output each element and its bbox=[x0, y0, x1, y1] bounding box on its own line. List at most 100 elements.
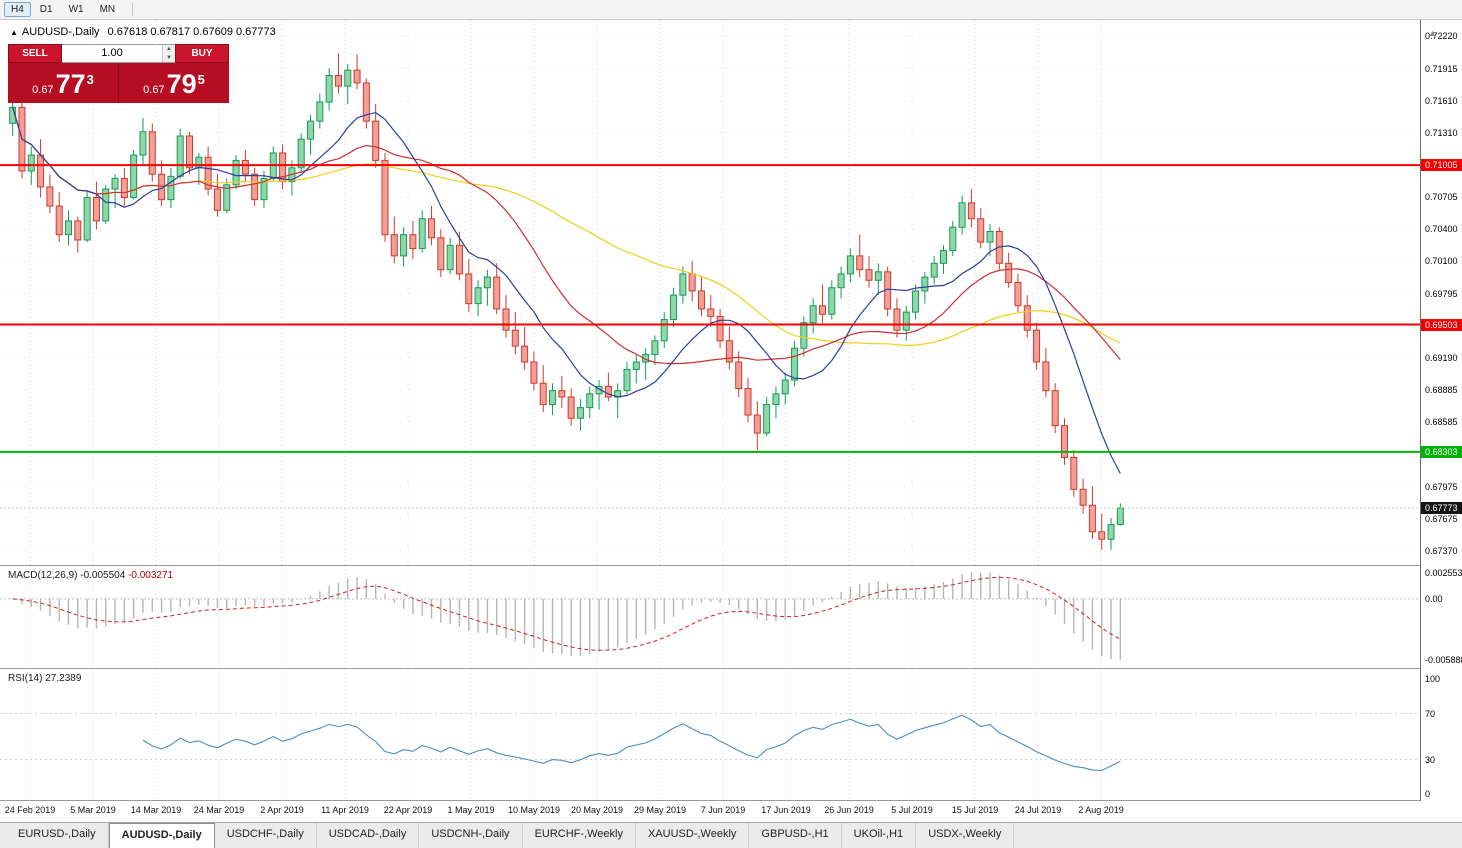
price-tick: 0.68303 bbox=[1421, 446, 1462, 458]
rsi-indicator-pane[interactable] bbox=[0, 669, 1420, 800]
date-label: 1 May 2019 bbox=[447, 805, 495, 815]
macd-signal-line bbox=[12, 576, 1121, 651]
sell-price-prefix: 0.67 bbox=[32, 84, 54, 96]
chart-tab-eurchf-weekly[interactable]: EURCHF-,Weekly bbox=[523, 823, 636, 848]
chart-tab-audusd-daily[interactable]: AUDUSD-,Daily bbox=[108, 823, 215, 848]
pane-separator[interactable] bbox=[0, 800, 1462, 801]
date-label: 2 Apr 2019 bbox=[260, 805, 304, 815]
sell-price-big: 77 bbox=[55, 69, 86, 99]
price-tick: 0.71610 bbox=[1425, 96, 1458, 106]
timeframe-button-w1[interactable]: W1 bbox=[62, 2, 91, 17]
price-tick: 0.68885 bbox=[1425, 385, 1458, 395]
date-label: 22 Apr 2019 bbox=[383, 805, 433, 815]
chart-tab-usdchf-daily[interactable]: USDCHF-,Daily bbox=[215, 823, 317, 848]
current-price-label: 0.67773 bbox=[1421, 502, 1462, 514]
volume-stepper[interactable]: 1.00 ▲ ▼ bbox=[62, 44, 175, 63]
date-label: 20 May 2019 bbox=[570, 805, 624, 815]
buy-price-pipette: 5 bbox=[197, 72, 205, 87]
chart-title: ▲ AUDUSD-,Daily 0.67618 0.67817 0.67609 0.… bbox=[10, 26, 276, 38]
moving-average-10 bbox=[12, 107, 1121, 474]
collapse-trade-panel-icon[interactable]: ▲ bbox=[10, 28, 18, 37]
volume-down-icon[interactable]: ▼ bbox=[163, 53, 175, 62]
price-tick: 0.69503 bbox=[1421, 319, 1462, 331]
vertical-gridlines bbox=[29, 669, 1102, 800]
price-tick: 0.70400 bbox=[1425, 224, 1458, 234]
sell-button[interactable]: SELL bbox=[8, 44, 62, 63]
rsi-axis-tick: 30 bbox=[1425, 755, 1436, 765]
symbol-name: AUDUSD-,Daily bbox=[21, 26, 100, 38]
volume-value[interactable]: 1.00 bbox=[101, 47, 123, 59]
rsi-axis-tick: 70 bbox=[1425, 709, 1436, 719]
price-tick: 0.72220 bbox=[1425, 31, 1458, 41]
date-label: 24 Jul 2019 bbox=[1014, 805, 1062, 815]
chart-tab-xauusd-weekly[interactable]: XAUUSD-,Weekly bbox=[636, 823, 750, 848]
volume-up-icon[interactable]: ▲ bbox=[163, 45, 175, 54]
time-axis[interactable]: 24 Feb 2019 5 Mar 2019 14 Mar 2019 24 Mar 2… bbox=[0, 801, 1462, 822]
scroll-up-icon[interactable]: ▲ bbox=[1428, 28, 1437, 38]
chart-tab-bar: EURUSD-,Daily AUDUSD-,Daily USDCHF-,Daily U… bbox=[0, 822, 1462, 848]
sell-price[interactable]: 0.67 77 3 bbox=[8, 63, 119, 103]
macd-axis-tick: 0.002553 bbox=[1425, 568, 1462, 578]
chart-tab-usdx-weekly[interactable]: USDX-,Weekly bbox=[916, 823, 1015, 848]
price-tick: 0.67675 bbox=[1425, 514, 1458, 524]
date-label: 24 Feb 2019 bbox=[4, 805, 56, 815]
ohlc-values: 0.67618 0.67817 0.67609 0.67773 bbox=[107, 26, 276, 38]
macd-chart bbox=[0, 566, 1420, 668]
price-tick: 0.68585 bbox=[1425, 417, 1458, 427]
macd-indicator-label: MACD(12,26,9) -0.005504 -0.003271 bbox=[8, 570, 173, 581]
date-label: 17 Jun 2019 bbox=[761, 805, 811, 815]
vertical-gridlines bbox=[29, 566, 1102, 668]
horizontal-gridlines bbox=[0, 35, 1420, 552]
price-tick: 0.70100 bbox=[1425, 256, 1458, 266]
timeframe-button-h4[interactable]: H4 bbox=[4, 2, 31, 17]
macd-histogram bbox=[21, 572, 1122, 660]
date-label: 5 Mar 2019 bbox=[70, 805, 116, 815]
price-tick: 0.67370 bbox=[1425, 546, 1458, 556]
rsi-name: RSI(14) bbox=[8, 673, 43, 684]
rsi-indicator-label: RSI(14) 27.2389 bbox=[8, 673, 81, 684]
timeframe-button-mn[interactable]: MN bbox=[93, 2, 123, 17]
pane-separator[interactable] bbox=[0, 565, 1462, 566]
buy-price-big: 79 bbox=[166, 69, 197, 99]
macd-indicator-pane[interactable] bbox=[0, 566, 1420, 668]
sell-price-pipette: 3 bbox=[86, 72, 94, 87]
price-tick: 0.71915 bbox=[1425, 64, 1458, 74]
volume-spin-buttons: ▲ ▼ bbox=[162, 45, 175, 62]
macd-name: MACD(12,26,9) bbox=[8, 570, 78, 581]
price-tick: 0.69795 bbox=[1425, 289, 1458, 299]
macd-value: -0.005504 bbox=[80, 570, 126, 581]
date-label: 26 Jun 2019 bbox=[824, 805, 874, 815]
toolbar-divider bbox=[132, 3, 134, 16]
price-tick: 0.71005 bbox=[1421, 159, 1462, 171]
price-tick: 0.67975 bbox=[1425, 482, 1458, 492]
date-label: 11 Apr 2019 bbox=[321, 805, 369, 815]
rsi-value: 27.2389 bbox=[45, 673, 82, 684]
date-label: 29 May 2019 bbox=[633, 805, 687, 815]
buy-button[interactable]: BUY bbox=[175, 44, 229, 63]
price-chart-pane[interactable] bbox=[0, 20, 1420, 565]
rsi-axis-tick: 100 bbox=[1425, 674, 1441, 684]
date-label: 24 Mar 2019 bbox=[193, 805, 245, 815]
chart-tab-usdcad-daily[interactable]: USDCAD-,Daily bbox=[317, 823, 420, 848]
timeframe-toolbar: H4 D1 W1 MN bbox=[0, 0, 1462, 20]
date-label: 7 Jun 2019 bbox=[700, 805, 746, 815]
timeframe-button-d1[interactable]: D1 bbox=[33, 2, 60, 17]
date-label: 5 Jul 2019 bbox=[891, 805, 933, 815]
price-axis[interactable]: 0.72220 0.71915 0.71610 0.71310 0.71005 0.707… bbox=[1420, 20, 1462, 801]
chart-tab-gbpusd-h1[interactable]: GBPUSD-,H1 bbox=[749, 823, 842, 848]
chart-tab-ukoil-h1[interactable]: UKOil-,H1 bbox=[842, 823, 917, 848]
price-tick: 0.71310 bbox=[1425, 128, 1458, 138]
rsi-chart bbox=[0, 669, 1420, 800]
pane-separator[interactable] bbox=[0, 668, 1462, 669]
macd-axis-tick: -0.005888 bbox=[1425, 655, 1462, 665]
date-label: 15 Jul 2019 bbox=[951, 805, 999, 815]
chart-tab-usdcnh-daily[interactable]: USDCNH-,Daily bbox=[419, 823, 523, 848]
price-tick: 0.69190 bbox=[1425, 353, 1458, 363]
price-tick: 0.70705 bbox=[1425, 192, 1458, 202]
rsi-line bbox=[142, 714, 1121, 772]
rsi-axis-tick: 0 bbox=[1425, 789, 1431, 799]
chart-tab-eurusd-daily[interactable]: EURUSD-,Daily bbox=[6, 823, 109, 848]
one-click-trading-panel: SELL 1.00 ▲ ▼ BUY 0.67 77 3 0.67 79 5 bbox=[8, 44, 229, 103]
buy-price[interactable]: 0.67 79 5 bbox=[119, 63, 229, 103]
candles bbox=[9, 53, 1124, 550]
